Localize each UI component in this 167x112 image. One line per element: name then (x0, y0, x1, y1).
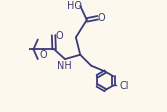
Text: NH: NH (57, 60, 72, 70)
Text: O: O (40, 49, 48, 59)
Text: Cl: Cl (119, 81, 129, 91)
Text: HO: HO (67, 1, 82, 11)
Text: O: O (56, 30, 63, 40)
Text: O: O (97, 13, 105, 23)
